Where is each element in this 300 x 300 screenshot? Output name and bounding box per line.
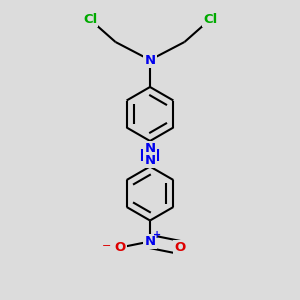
Text: Cl: Cl xyxy=(83,13,97,26)
Text: O: O xyxy=(114,241,126,254)
Text: +: + xyxy=(152,230,161,240)
Text: O: O xyxy=(174,241,186,254)
Text: N: N xyxy=(144,53,156,67)
Text: Cl: Cl xyxy=(203,13,217,26)
Text: N: N xyxy=(144,142,156,155)
Text: N: N xyxy=(144,235,156,248)
Text: −: − xyxy=(102,241,111,251)
Text: N: N xyxy=(144,154,156,167)
